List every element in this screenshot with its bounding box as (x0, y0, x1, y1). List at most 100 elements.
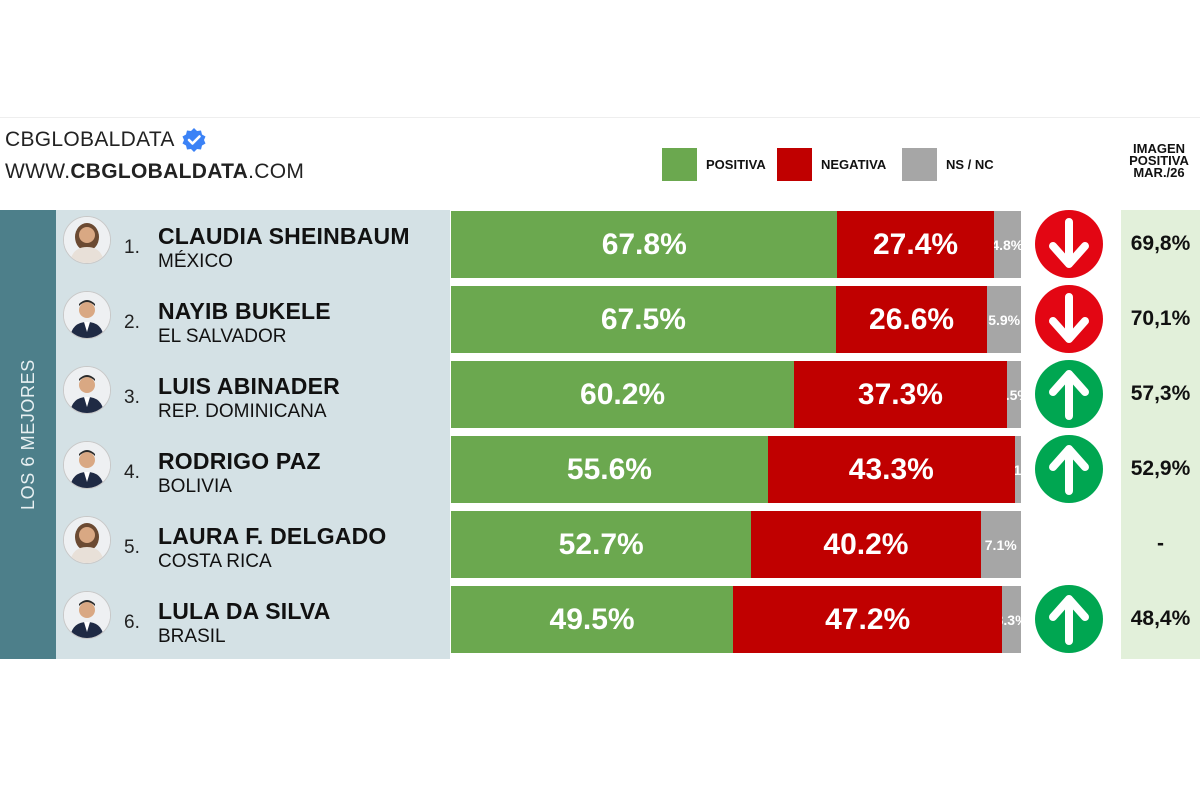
brand-name: CBGLOBALDATA (5, 127, 304, 153)
names-panel (56, 210, 450, 659)
bar-negativa: 47.2% (733, 586, 1003, 653)
approval-bar: 55.6% 43.3% 1.1% (451, 436, 1021, 503)
table-row: 5. LAURA F. DELGADO COSTA RICA 52.7% 40.2% 7.… (0, 510, 1200, 585)
bar-nsnc: 5.9% (987, 286, 1021, 353)
leader-name: RODRIGO PAZ (158, 448, 321, 474)
bar-positiva-label: 52.7% (558, 527, 644, 561)
leader-name: NAYIB BUKELE (158, 298, 331, 324)
man-avatar (63, 591, 111, 639)
previous-header-line2: POSITIVA (1129, 153, 1189, 168)
legend-nsnc-label: NS / NC (946, 157, 994, 172)
bar-positiva: 60.2% (451, 361, 795, 428)
bar-nsnc: 1.1% (1014, 436, 1021, 503)
man-avatar (63, 441, 111, 489)
man-avatar (63, 366, 111, 414)
previous-positive-value: 57,3% (1130, 382, 1191, 405)
previous-header: IMAGEN POSITIVA MAR./26 (1116, 141, 1200, 180)
sidebar-band (0, 210, 56, 659)
bar-negativa: 40.2% (751, 511, 981, 578)
rank-number: 1. (124, 237, 140, 258)
legend-positiva-swatch (662, 148, 697, 181)
previous-positive-value: 69,8% (1130, 232, 1191, 255)
rank-number: 5. (124, 537, 140, 558)
verified-badge-icon (181, 127, 207, 153)
table-row: 2. NAYIB BUKELE EL SALVADOR 67.5% 26.6% 5.9% 7… (0, 285, 1200, 360)
brand-url-bold: CBGLOBALDATA (70, 160, 249, 183)
bar-nsnc: 7.1% (980, 511, 1021, 578)
brand-url[interactable]: WWW.CBGLOBALDATA.COM (5, 160, 304, 184)
arrow-down-icon (1035, 285, 1103, 353)
approval-bar: 67.8% 27.4% 4.8% (451, 211, 1021, 278)
bar-positiva-label: 67.5% (600, 302, 686, 336)
legend-nsnc: NS / NC (902, 148, 994, 181)
top-divider (0, 117, 1200, 118)
bar-positiva: 49.5% (451, 586, 734, 653)
bar-positiva-label: 49.5% (549, 602, 635, 636)
approval-bar: 49.5% 47.2% 3.3% (451, 586, 1021, 653)
brand-url-prefix: WWW. (5, 160, 71, 183)
bar-negativa-label: 27.4% (873, 227, 959, 261)
bar-negativa-label: 26.6% (869, 302, 955, 336)
bar-positiva: 52.7% (451, 511, 752, 578)
legend-negativa: NEGATIVA (777, 148, 886, 181)
bar-negativa-label: 47.2% (825, 602, 911, 636)
leader-name: CLAUDIA SHEINBAUM (158, 223, 410, 249)
legend-positiva: POSITIVA (662, 148, 766, 181)
man-avatar (63, 291, 111, 339)
bar-negativa-label: 43.3% (848, 452, 934, 486)
table-row: 3. LUIS ABINADER REP. DOMINICANA 60.2% 37.3%… (0, 360, 1200, 435)
bar-negativa: 26.6% (835, 286, 988, 353)
leader-country: REP. DOMINICANA (158, 401, 327, 422)
woman-avatar (63, 516, 111, 564)
bar-nsnc-label: 3.3% (1002, 611, 1021, 628)
bar-negativa: 37.3% (794, 361, 1007, 428)
legend-nsnc-swatch (902, 148, 937, 181)
rank-number: 4. (124, 462, 140, 483)
leader-name: LUIS ABINADER (158, 373, 340, 399)
previous-positive-value: 52,9% (1130, 457, 1191, 480)
legend-negativa-label: NEGATIVA (821, 157, 887, 172)
bar-nsnc-label: 2.5% (1007, 386, 1021, 403)
legend-positiva-label: POSITIVA (706, 157, 766, 172)
previous-header-line3: MAR./26 (1133, 165, 1185, 180)
bar-nsnc-label: 1.1% (1014, 461, 1021, 478)
leader-country: BOLIVIA (158, 476, 232, 497)
bar-nsnc: 4.8% (993, 211, 1021, 278)
arrow-down-icon (1035, 210, 1103, 278)
arrow-up-icon (1035, 435, 1103, 503)
leader-name: LULA DA SILVA (158, 598, 331, 624)
bar-positiva-label: 60.2% (580, 377, 666, 411)
previous-positive-value: 48,4% (1130, 607, 1191, 630)
previous-positive-value: - (1157, 532, 1164, 555)
bar-negativa: 27.4% (837, 211, 994, 278)
arrow-up-icon (1035, 585, 1103, 653)
approval-bar: 52.7% 40.2% 7.1% (451, 511, 1021, 578)
bar-negativa-label: 37.3% (857, 377, 943, 411)
previous-column-panel (1121, 210, 1200, 659)
bar-negativa: 43.3% (767, 436, 1015, 503)
previous-header-line1: IMAGEN (1133, 141, 1185, 156)
rank-number: 2. (124, 312, 140, 333)
bar-positiva: 67.5% (451, 286, 836, 353)
rank-number: 3. (124, 387, 140, 408)
leader-country: COSTA RICA (158, 551, 272, 572)
bar-negativa-label: 40.2% (823, 527, 909, 561)
bar-nsnc-label: 4.8% (993, 236, 1021, 253)
rank-number: 6. (124, 612, 140, 633)
leader-country: MÉXICO (158, 251, 233, 272)
previous-positive-value: 70,1% (1130, 307, 1191, 330)
bar-nsnc-label: 7.1% (984, 536, 1017, 553)
bar-nsnc: 3.3% (1002, 586, 1021, 653)
bar-nsnc-label: 5.9% (988, 311, 1021, 328)
brand-name-text: CBGLOBALDATA (5, 128, 175, 151)
leader-name: LAURA F. DELGADO (158, 523, 387, 549)
brand-block: CBGLOBALDATA WWW.CBGLOBALDATA.COM (5, 127, 304, 184)
bar-positiva: 67.8% (451, 211, 838, 278)
bar-positiva-label: 67.8% (601, 227, 687, 261)
table-row: 1.CLAUDIA SHEINBAUMMÉXICO67.8%27.4%4.8%6… (0, 210, 1200, 285)
bar-positiva-label: 55.6% (566, 452, 652, 486)
legend-negativa-swatch (777, 148, 812, 181)
approval-bar: 60.2% 37.3% 2.5% (451, 361, 1021, 428)
